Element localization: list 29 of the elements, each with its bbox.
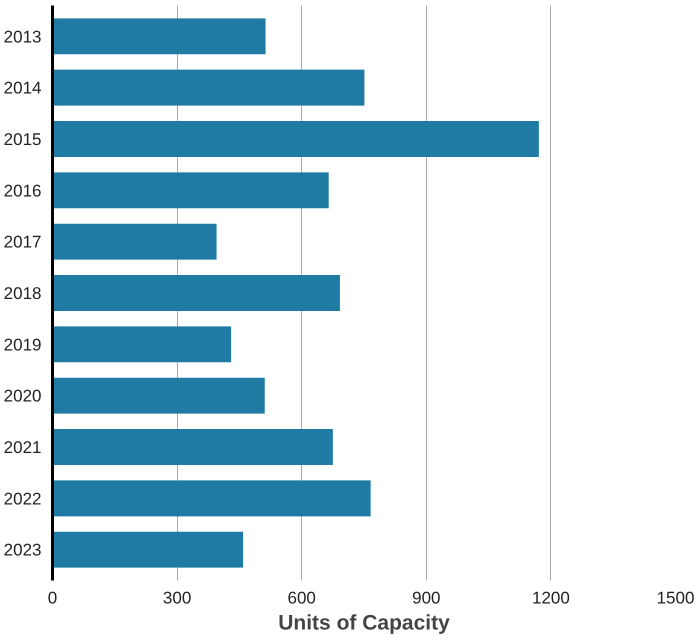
x-tick-label: 1200 (532, 588, 570, 608)
x-tick-label: 1500 (656, 588, 694, 608)
bar (52, 70, 364, 106)
y-tick-label: 2013 (4, 27, 42, 46)
y-tick-label: 2022 (4, 489, 42, 508)
y-tick-label: 2017 (4, 232, 42, 252)
x-tick-label: 300 (162, 588, 192, 608)
y-tick-label: 2023 (4, 540, 42, 560)
y-tick-label: 2016 (4, 181, 42, 200)
bar (52, 532, 244, 568)
y-tick-label: 2018 (4, 284, 42, 303)
bar (52, 172, 329, 208)
bar (52, 121, 539, 157)
y-tick-label: 2020 (4, 386, 42, 406)
x-tick-label: 600 (288, 588, 316, 608)
y-tick-label: 2021 (4, 438, 42, 458)
x-axis-title: Units of Capacity (278, 612, 450, 634)
y-tick-label: 2015 (4, 130, 42, 149)
x-tick-label: 900 (412, 588, 440, 608)
y-tick-label: 2014 (4, 78, 42, 98)
bar (52, 480, 371, 516)
bar (52, 275, 340, 311)
y-tick-label: 2019 (4, 335, 42, 354)
bar (52, 378, 265, 414)
x-tick-label: 0 (48, 588, 58, 608)
bar (52, 224, 217, 260)
bar (52, 429, 333, 465)
bar (52, 18, 266, 54)
bar (52, 326, 232, 362)
